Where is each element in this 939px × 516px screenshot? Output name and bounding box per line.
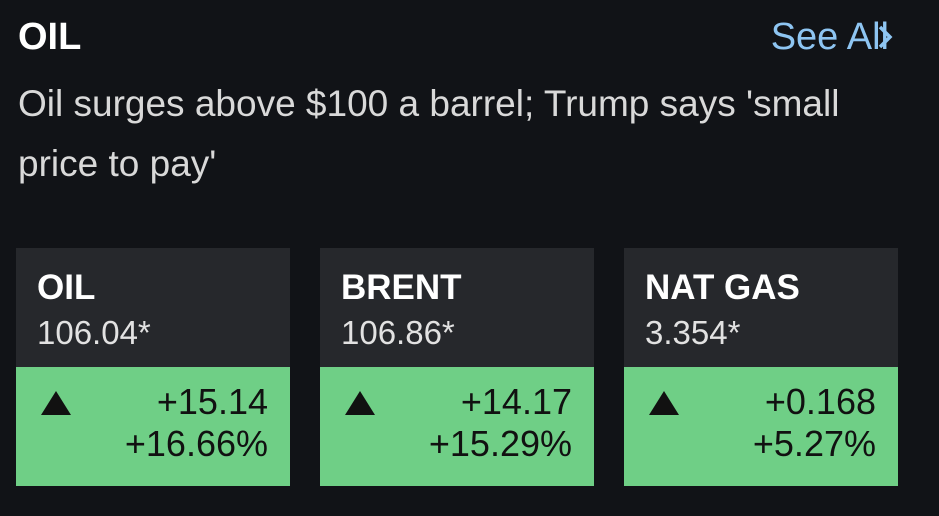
see-all-link[interactable]: See All xyxy=(770,16,889,58)
up-arrow xyxy=(345,391,375,415)
quote-card[interactable]: BRENT 106.86* +14.17 +15.29% xyxy=(320,248,594,486)
change: +14.17 xyxy=(460,381,572,422)
symbol: NAT GAS xyxy=(645,268,800,307)
chevron-icon[interactable] xyxy=(877,24,893,50)
quote-card[interactable]: NAT GAS 3.354* +0.168 +5.27% xyxy=(624,248,898,486)
headline[interactable]: Oil surges above $100 a barrel; Trump sa… xyxy=(18,83,840,184)
symbol: OIL xyxy=(37,268,96,307)
up-arrow xyxy=(41,391,71,415)
price: 106.86* xyxy=(341,314,455,351)
price: 3.354* xyxy=(645,314,741,351)
quote-card[interactable]: OIL 106.04* +15.14 +16.66% xyxy=(16,248,290,486)
card-header: BRENT 106.86* xyxy=(320,248,594,367)
change: +0.168 xyxy=(764,381,876,422)
percent-change: +16.66% xyxy=(124,423,268,464)
change-box: +14.17 +15.29% xyxy=(320,367,594,486)
change-box: +15.14 +16.66% xyxy=(16,367,290,486)
change: +15.14 xyxy=(156,381,268,422)
price: 106.04* xyxy=(37,314,151,351)
section-title: OIL xyxy=(18,16,82,58)
up-arrow xyxy=(649,391,679,415)
change-box: +0.168 +5.27% xyxy=(624,367,898,486)
card-header: NAT GAS 3.354* xyxy=(624,248,898,367)
symbol: BRENT xyxy=(341,268,462,307)
percent-change: +15.29% xyxy=(428,423,572,464)
card-header: OIL 106.04* xyxy=(16,248,290,367)
percent-change: +5.27% xyxy=(752,423,876,464)
